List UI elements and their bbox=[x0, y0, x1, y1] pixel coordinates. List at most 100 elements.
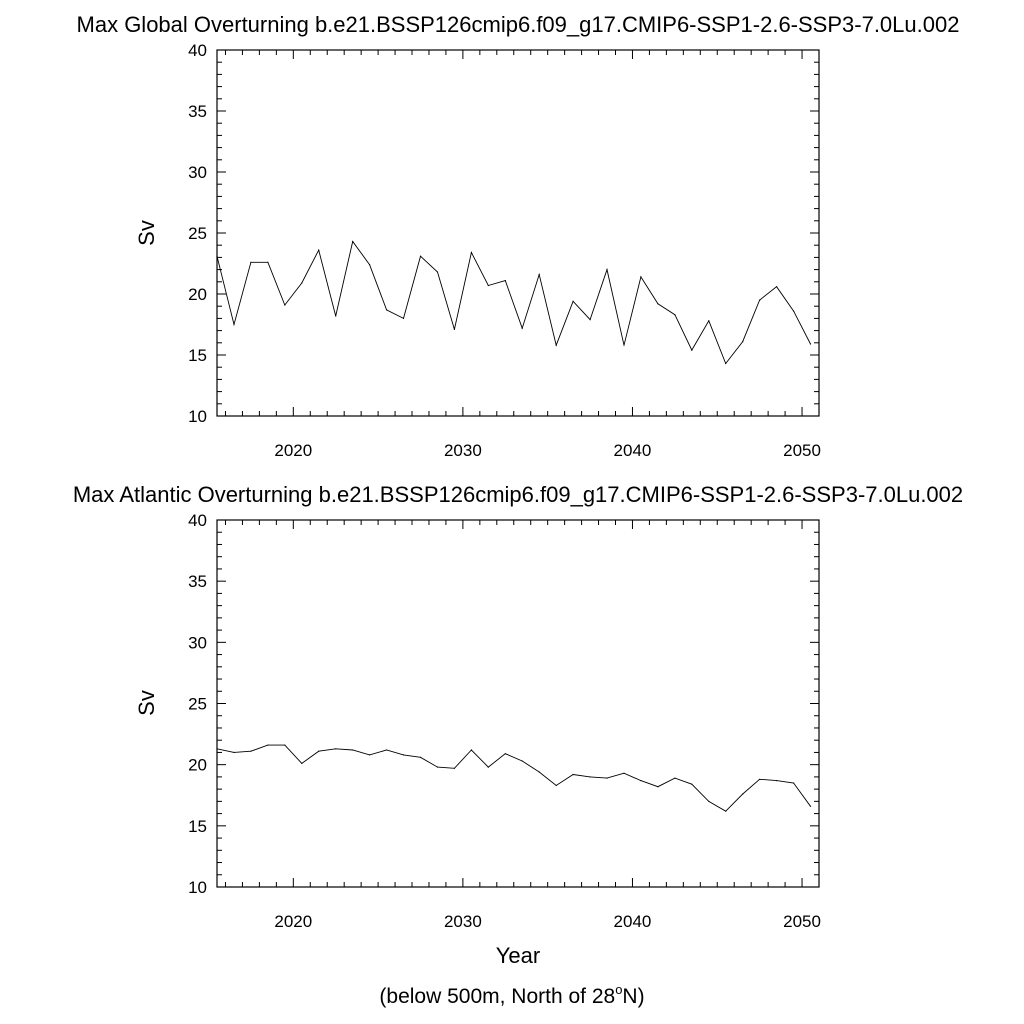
global-data-point bbox=[572, 300, 574, 302]
global-data-point bbox=[352, 240, 354, 243]
y-tick-label: 40 bbox=[188, 41, 207, 60]
footnote-prefix: (below 500m, North of 28 bbox=[379, 985, 615, 1008]
atlantic-data-point bbox=[572, 773, 574, 776]
atlantic-data-point bbox=[606, 777, 608, 779]
y-tick-label: 35 bbox=[188, 572, 207, 591]
atlantic-data-point bbox=[386, 749, 388, 751]
global-data-point bbox=[521, 327, 523, 329]
footnote-superscript: o bbox=[615, 982, 622, 997]
global-data-point bbox=[386, 309, 388, 311]
atlantic-data-point bbox=[589, 776, 591, 778]
global-data-point bbox=[776, 286, 778, 288]
y-tick-label: 15 bbox=[188, 346, 207, 365]
global-data-point bbox=[691, 349, 693, 351]
global-data-point bbox=[657, 303, 659, 305]
atlantic-data-point bbox=[742, 793, 744, 795]
atlantic-data-point bbox=[318, 750, 320, 752]
atlantic-data-point bbox=[284, 744, 286, 746]
atlantic-data-point bbox=[623, 772, 625, 774]
global-data-point bbox=[453, 328, 455, 330]
atlantic-data-point bbox=[233, 751, 235, 754]
y-tick-label: 30 bbox=[188, 633, 207, 652]
atlantic-plot-frame bbox=[216, 519, 820, 888]
global-data-point bbox=[793, 310, 795, 312]
global-data-point bbox=[504, 280, 506, 282]
y-tick-label: 35 bbox=[188, 102, 207, 121]
atlantic-chart-title: Max Atlantic Overturning b.e21.BSSP126cm… bbox=[73, 482, 963, 507]
atlantic-data-point bbox=[267, 744, 269, 746]
global-data-point bbox=[623, 344, 625, 346]
global-plot-frame bbox=[216, 49, 820, 417]
global-data-point bbox=[742, 341, 744, 343]
atlantic-data-point bbox=[487, 766, 489, 768]
y-tick-label: 30 bbox=[188, 163, 207, 182]
x-tick-label: 2020 bbox=[274, 912, 312, 931]
atlantic-data-point bbox=[809, 805, 812, 807]
atlantic-data-point bbox=[436, 766, 439, 768]
global-data-point bbox=[369, 264, 371, 266]
global-data-point bbox=[809, 343, 812, 345]
y-tick-label: 10 bbox=[188, 407, 207, 426]
global-data-point bbox=[759, 299, 761, 301]
atlantic-series-line bbox=[216, 744, 811, 812]
global-data-point bbox=[233, 323, 235, 326]
global-data-point bbox=[284, 304, 286, 306]
global-data-point bbox=[267, 261, 269, 263]
atlantic-data-point bbox=[402, 754, 405, 756]
footnote: (below 500m, North of 28oN) bbox=[379, 982, 644, 1008]
atlantic-data-point bbox=[538, 771, 540, 773]
global-data-point bbox=[606, 269, 608, 271]
atlantic-data-point bbox=[691, 783, 693, 785]
global-data-point bbox=[470, 251, 472, 254]
atlantic-data-point bbox=[776, 780, 778, 782]
global-data-point bbox=[538, 273, 540, 276]
x-tick-label: 2030 bbox=[444, 912, 482, 931]
global-data-point bbox=[402, 317, 405, 319]
global-data-point bbox=[589, 319, 591, 321]
y-tick-label: 25 bbox=[188, 695, 207, 714]
atlantic-data-point bbox=[708, 800, 710, 803]
atlantic-data-point bbox=[759, 778, 761, 780]
x-tick-label: 2050 bbox=[783, 441, 821, 460]
global-series-line bbox=[216, 240, 811, 365]
atlantic-data-point bbox=[352, 749, 354, 751]
global-data-point bbox=[640, 276, 642, 278]
y-tick-label: 20 bbox=[188, 756, 207, 775]
global-data-point bbox=[708, 320, 710, 322]
atlantic-x-axis-label: Year bbox=[496, 943, 540, 968]
y-tick-label: 15 bbox=[188, 817, 207, 836]
atlantic-data-point bbox=[674, 777, 676, 779]
x-tick-label: 2050 bbox=[783, 912, 821, 931]
atlantic-data-point bbox=[521, 760, 523, 762]
y-tick-label: 10 bbox=[188, 878, 207, 897]
atlantic-data-point bbox=[504, 753, 506, 755]
atlantic-data-point bbox=[301, 762, 303, 765]
atlantic-y-axis-label: Sv bbox=[134, 690, 159, 716]
global-data-point bbox=[487, 284, 489, 287]
atlantic-data-point bbox=[725, 810, 727, 812]
atlantic-data-point bbox=[419, 756, 422, 758]
atlantic-data-point bbox=[793, 782, 795, 784]
global-y-axis-label: Sv bbox=[134, 220, 159, 246]
global-data-point bbox=[301, 282, 303, 284]
atlantic-data-point bbox=[453, 767, 455, 769]
atlantic-data-point bbox=[369, 754, 371, 756]
atlantic-data-point bbox=[657, 786, 659, 788]
global-data-point bbox=[674, 314, 676, 316]
footnote-suffix: N) bbox=[622, 985, 644, 1008]
atlantic-data-point bbox=[640, 780, 642, 782]
y-tick-label: 20 bbox=[188, 285, 207, 304]
global-data-point bbox=[250, 261, 252, 263]
global-chart-title: Max Global Overturning b.e21.BSSP126cmip… bbox=[77, 12, 960, 37]
global-data-point bbox=[555, 344, 557, 346]
atlantic-data-point bbox=[555, 784, 557, 787]
x-tick-label: 2030 bbox=[444, 441, 482, 460]
atlantic-data-point bbox=[335, 748, 337, 750]
global-data-point bbox=[436, 271, 439, 273]
global-data-point bbox=[419, 255, 422, 257]
atlantic-data-point bbox=[470, 749, 472, 751]
global-data-point bbox=[318, 249, 320, 251]
atlantic-overturning-panel: Max Atlantic Overturning b.e21.BSSP126cm… bbox=[73, 482, 963, 968]
atlantic-data-point bbox=[250, 750, 252, 752]
global-overturning-panel: Max Global Overturning b.e21.BSSP126cmip… bbox=[77, 12, 960, 460]
